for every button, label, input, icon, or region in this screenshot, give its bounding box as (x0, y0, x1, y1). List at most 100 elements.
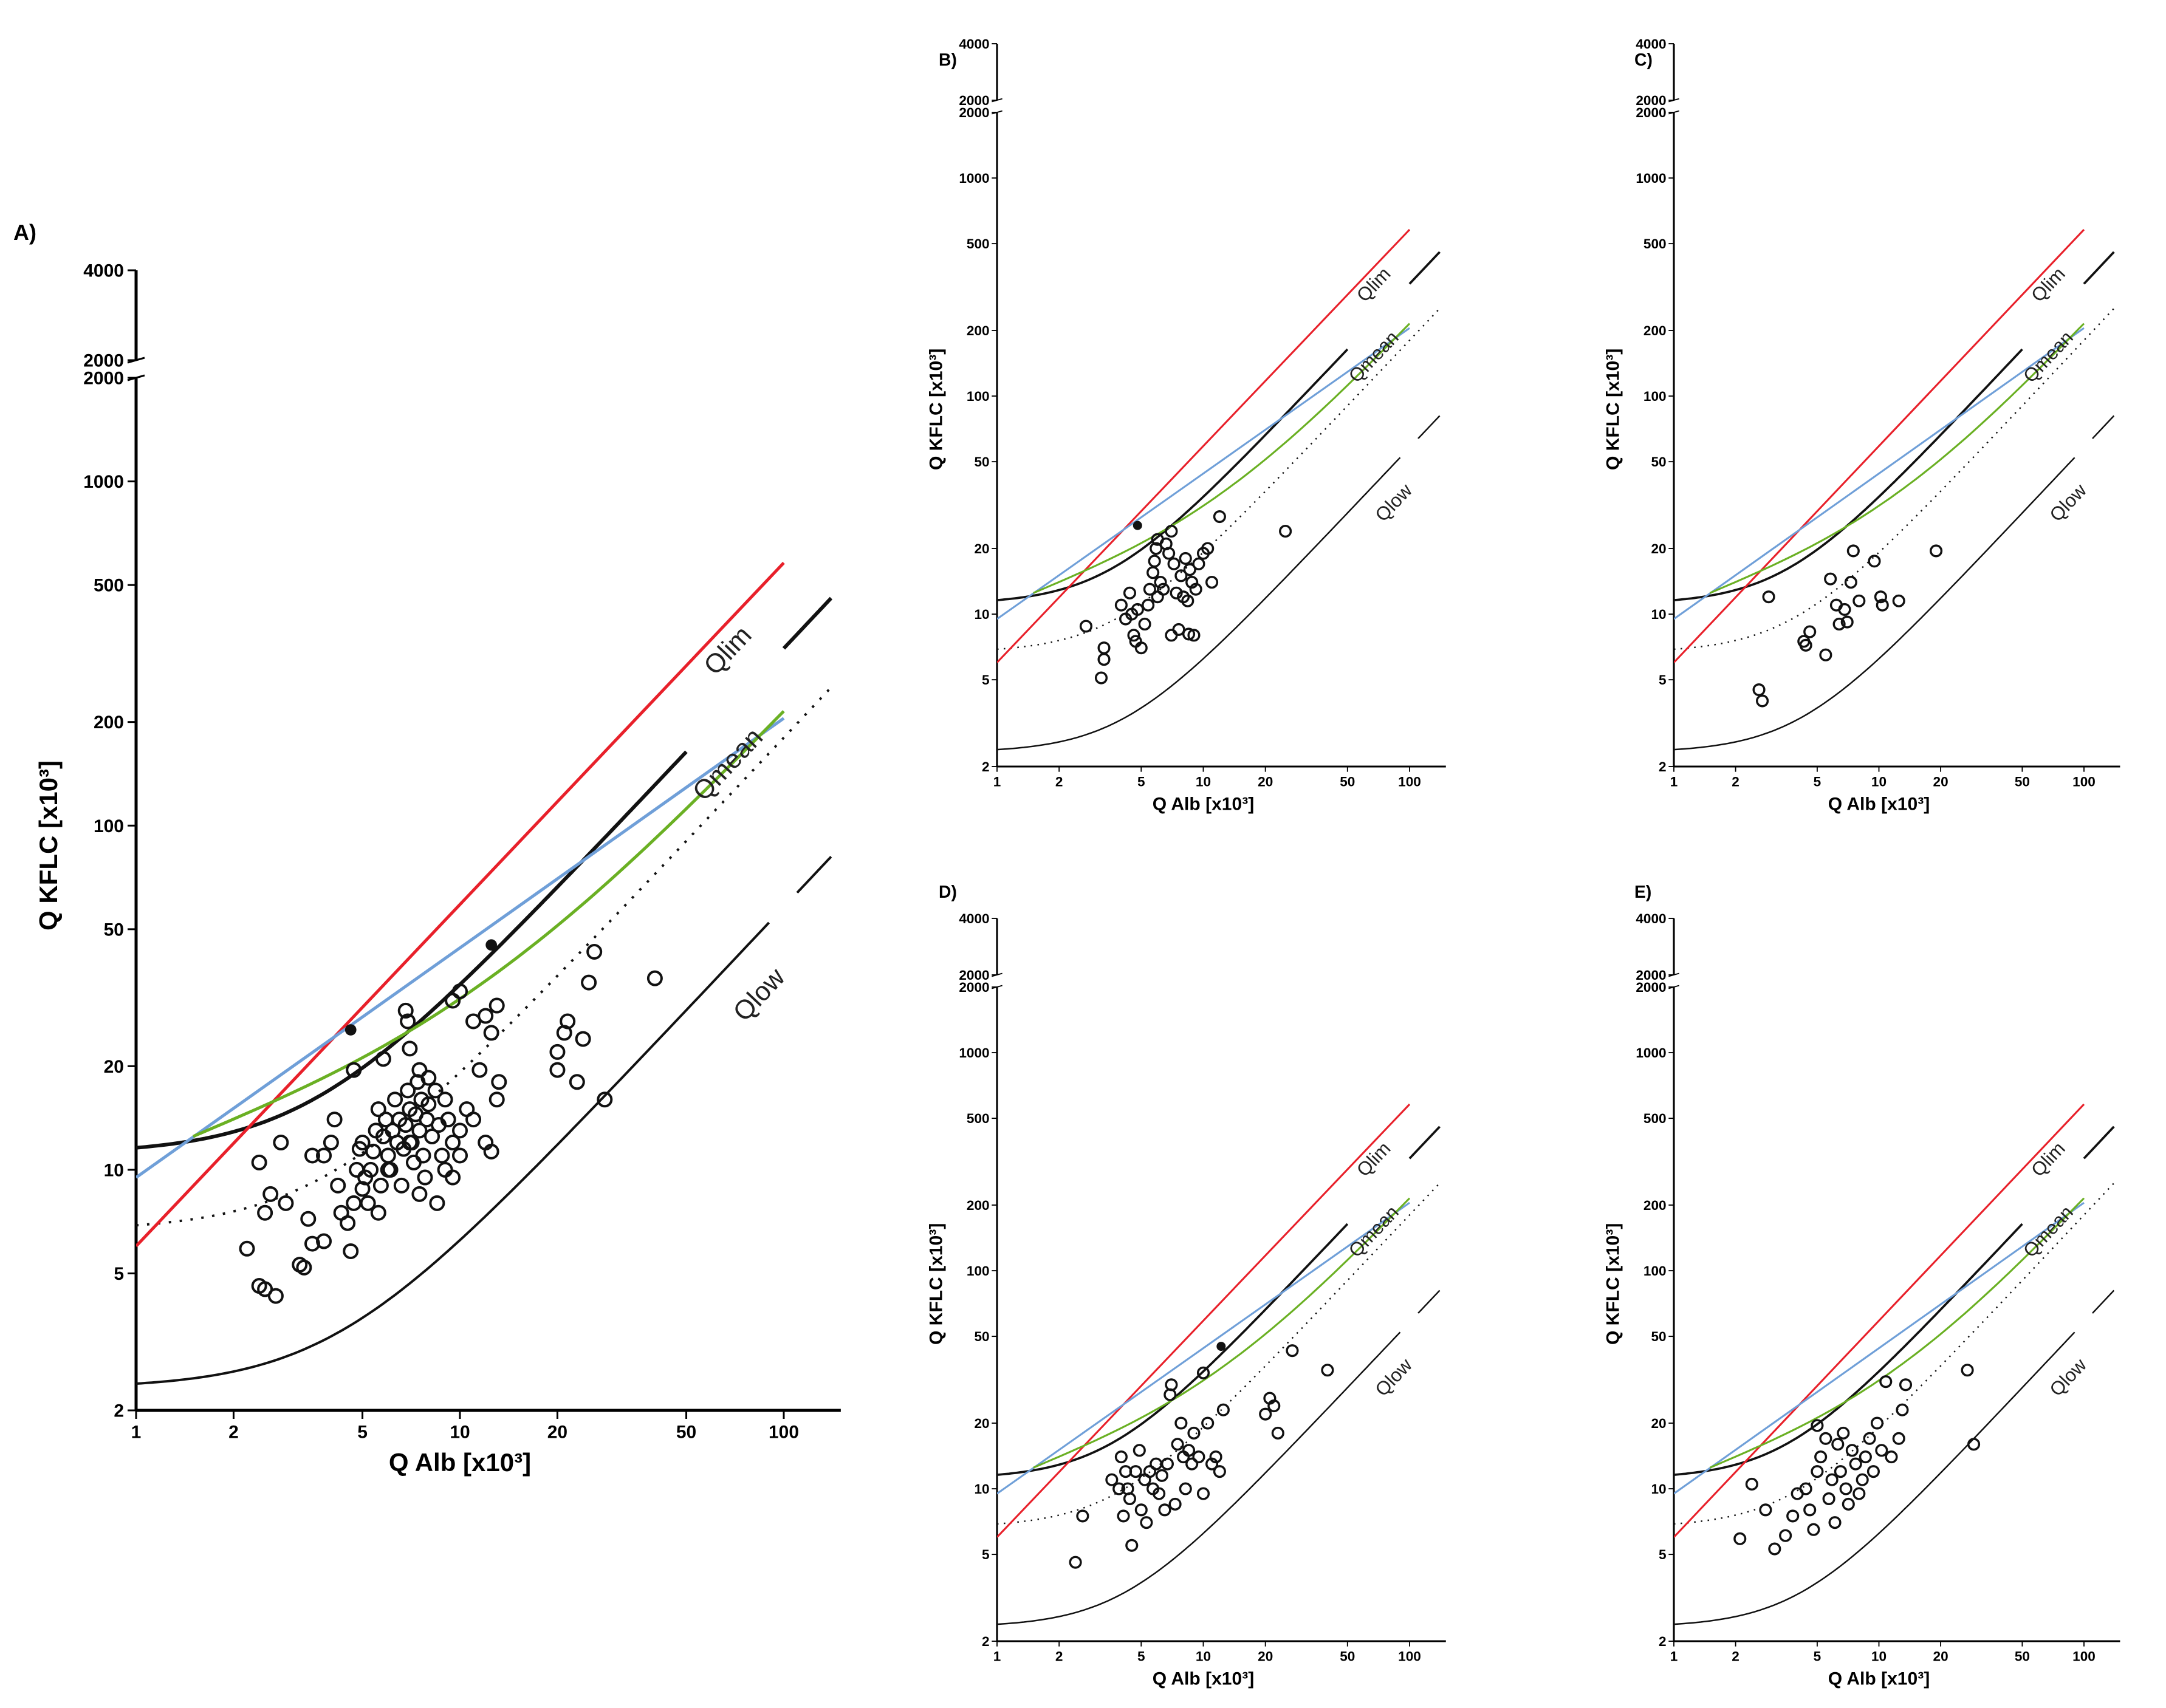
data-point-open (1162, 547, 1176, 560)
data-point-open (397, 1002, 414, 1019)
data-point-open (304, 1235, 320, 1252)
data-point-open (452, 983, 468, 1000)
data-point-open (323, 1135, 339, 1151)
data-point-open (257, 1281, 273, 1297)
data-point-open (452, 1122, 468, 1139)
data-point-open (1768, 1542, 1781, 1556)
data-point-open (262, 1186, 279, 1202)
data-point-open (1811, 1465, 1824, 1478)
data-point-open (1181, 594, 1194, 607)
qlim-curve (782, 596, 833, 650)
y-axis-label: Q KFLC [x10³] (34, 760, 63, 931)
data-point-open (1834, 1465, 1847, 1478)
y-tick-label: 2 (114, 1401, 124, 1421)
data-point-open (1158, 1503, 1171, 1517)
data-point-open (1138, 617, 1151, 631)
data-point-open (343, 1243, 359, 1259)
data-point-open (1114, 1450, 1128, 1464)
y-tick-label: 20 (104, 1057, 124, 1077)
data-point-open (1143, 1465, 1156, 1478)
y-tick-label: 100 (1643, 1263, 1667, 1279)
qmean-curve (997, 308, 1441, 651)
data-point-open (1831, 1438, 1845, 1451)
blue-line (136, 717, 785, 1179)
x-tick-label: 10 (1871, 1648, 1887, 1664)
data-point-open (1151, 533, 1164, 546)
red-line (136, 561, 785, 1248)
data-point-open (1076, 1509, 1089, 1523)
data-point-filled (344, 1024, 357, 1036)
data-point-open (1192, 557, 1205, 570)
data-point-open (1196, 1487, 1210, 1500)
qmean-curve (997, 1183, 1441, 1525)
data-point-open (1752, 683, 1766, 697)
data-point-open (1876, 598, 1889, 612)
y-tick-label: 500 (94, 576, 124, 596)
x-axis-label: Q Alb [x10³] (1828, 1669, 1930, 1689)
data-point-open (340, 1215, 356, 1231)
data-point-open (429, 1195, 445, 1211)
data-point-open (380, 1161, 396, 1178)
data-point-open (400, 1082, 416, 1099)
data-point-open (304, 1147, 320, 1164)
x-tick-label: 100 (769, 1423, 799, 1443)
data-point-open (1259, 1407, 1272, 1421)
y-tick-label: 2 (1659, 1634, 1667, 1649)
y-tick-label: 100 (1643, 389, 1667, 404)
red-line (997, 228, 1411, 663)
data-point-open (1170, 586, 1183, 600)
blue-line (997, 1201, 1410, 1495)
data-point-open (1271, 1426, 1284, 1440)
data-point-open (1799, 638, 1812, 652)
blue-line (997, 327, 1410, 620)
y-tick-label: 1000 (1636, 171, 1666, 186)
data-point-open (452, 1147, 468, 1164)
y-tick-label: 50 (1651, 454, 1666, 470)
panel-letter: D) (939, 883, 957, 902)
y-break-tick-label: 4000 (83, 261, 124, 281)
data-point-open (1133, 1444, 1146, 1457)
data-point-open (1839, 1482, 1852, 1495)
data-point-open (1154, 576, 1167, 589)
data-point-open (1267, 1399, 1281, 1413)
data-point-open (1112, 1482, 1126, 1495)
data-point-open (1842, 1497, 1855, 1511)
data-point-open (1105, 1473, 1119, 1486)
data-point-open (1157, 582, 1170, 596)
data-point-open (427, 1082, 444, 1099)
data-point-open (1819, 1432, 1832, 1445)
data-point-open (1286, 1344, 1299, 1358)
data-point-open (1209, 1450, 1222, 1464)
data-point-open (549, 1044, 566, 1060)
data-point-open (1811, 1419, 1824, 1432)
data-point-filled (485, 939, 498, 951)
blue-line (1674, 1201, 2085, 1495)
data-point-open (1125, 1539, 1139, 1552)
y-axis-label: Q KFLC [x10³] (1603, 349, 1623, 470)
y-tick-label: 500 (967, 236, 990, 251)
y-tick-label: 20 (974, 541, 989, 556)
data-point-open (1849, 1457, 1862, 1471)
y-tick-label: 5 (1659, 672, 1667, 688)
x-axis-label: Q Alb [x10³] (1153, 1669, 1254, 1689)
data-point-open (569, 1074, 585, 1090)
x-tick-label: 1 (1670, 1648, 1678, 1664)
data-point-open (1779, 1529, 1792, 1542)
data-point-open (1874, 590, 1887, 604)
data-point-open (1185, 1457, 1199, 1471)
qlim-curve (2083, 251, 2115, 285)
data-point-open (365, 1143, 382, 1160)
data-point-open (239, 1240, 255, 1257)
qlow-curve (997, 1331, 1401, 1625)
green-line (1033, 1197, 1411, 1469)
data-point-open (1160, 1457, 1174, 1471)
data-point-open (1168, 1497, 1182, 1511)
x-tick-label: 5 (357, 1423, 368, 1443)
data-point-open (1192, 1450, 1205, 1464)
data-point-open (1856, 1473, 1869, 1486)
data-point-open (1097, 641, 1111, 655)
data-point-open (346, 1062, 362, 1078)
data-point-open (1759, 1503, 1772, 1517)
y-tick-label: 100 (967, 1263, 990, 1279)
curves (136, 561, 833, 1385)
